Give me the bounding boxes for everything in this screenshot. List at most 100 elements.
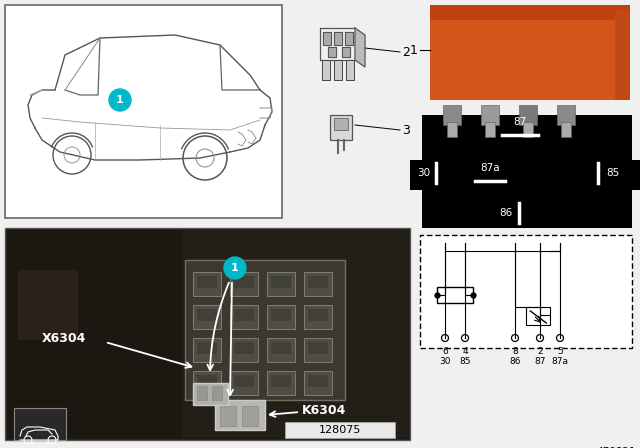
Bar [7,230,408,438]
Bar [271,342,291,354]
Bar [215,400,265,430]
Bar [5,228,410,440]
Bar [322,60,330,80]
Bar [234,342,254,354]
Bar [304,338,332,362]
Bar [234,309,254,321]
Text: 87: 87 [513,117,527,127]
Bar [197,375,217,387]
Bar [193,272,221,296]
Polygon shape [355,28,365,67]
Circle shape [224,257,246,279]
Bar [485,122,495,137]
Text: 2: 2 [537,346,543,356]
Text: 86: 86 [500,208,513,218]
Text: 4: 4 [462,346,468,356]
Bar [271,375,291,387]
Bar [267,371,295,395]
Bar [443,105,461,125]
Bar [630,160,640,190]
Bar [334,60,342,80]
Text: 87a: 87a [552,357,568,366]
Text: 5: 5 [557,346,563,356]
Polygon shape [328,47,336,57]
Bar [230,371,258,395]
Bar [193,305,221,329]
Text: 85: 85 [606,168,620,178]
Polygon shape [334,32,342,45]
Text: K6304: K6304 [302,404,346,417]
Bar [18,270,78,340]
Bar [330,115,352,140]
Bar [230,272,258,296]
Bar [193,383,228,405]
Text: 85: 85 [460,357,471,366]
Bar [519,105,537,125]
Circle shape [109,89,131,111]
Text: 3: 3 [402,124,410,137]
Bar [14,408,66,440]
Bar [308,309,328,321]
Bar [212,386,222,400]
Bar [346,60,354,80]
Text: 6: 6 [442,346,448,356]
Polygon shape [345,32,353,45]
Bar [430,123,624,220]
Bar [410,160,424,190]
Bar [193,371,221,395]
Bar [334,118,348,130]
Bar [7,230,182,438]
Bar [430,5,630,20]
Text: 30: 30 [417,168,430,178]
Text: 8: 8 [512,346,518,356]
Text: 87a: 87a [480,163,500,173]
Bar [234,276,254,288]
Text: X6304: X6304 [42,332,86,345]
Bar [230,338,258,362]
Bar [267,338,295,362]
Bar [615,10,630,100]
Bar [561,122,571,137]
Text: 128075: 128075 [319,425,361,435]
Text: 1: 1 [410,43,418,56]
Bar [308,342,328,354]
Text: 1: 1 [116,95,124,105]
Text: 1: 1 [231,263,239,273]
Polygon shape [323,32,331,45]
Polygon shape [342,47,350,57]
Bar [304,272,332,296]
Bar [5,5,282,218]
Bar [308,276,328,288]
Bar [422,115,632,228]
Bar [197,309,217,321]
Bar [197,342,217,354]
Bar [481,105,499,125]
Bar [271,276,291,288]
Bar [197,386,207,400]
Bar [304,305,332,329]
Bar [234,375,254,387]
Bar [220,406,236,426]
Bar [308,375,328,387]
Bar [230,305,258,329]
Bar [197,276,217,288]
Bar [285,422,395,438]
Bar [447,122,457,137]
Text: 87: 87 [534,357,546,366]
Text: 470821: 470821 [596,447,636,448]
Bar [526,307,550,325]
Bar [430,10,630,100]
Bar [242,406,258,426]
Bar [437,287,473,303]
Bar [523,122,533,137]
Text: 86: 86 [509,357,521,366]
Bar [271,309,291,321]
Bar [304,371,332,395]
Bar [267,305,295,329]
Bar [267,272,295,296]
Text: 2: 2 [402,46,410,59]
Bar [185,260,345,400]
Bar [557,105,575,125]
Bar [193,338,221,362]
Bar [420,235,632,348]
